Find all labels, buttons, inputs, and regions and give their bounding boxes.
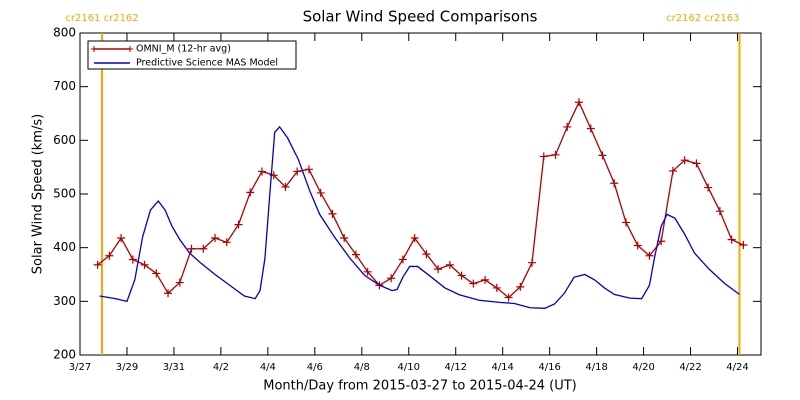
legend-label: OMNI_M (12-hr avg) [136,44,231,55]
data-point [187,244,196,253]
data-point [586,124,595,133]
y-tick-label: 500 [53,187,76,201]
x-tick-label: 4/10 [398,362,420,373]
data-point [234,220,243,229]
data-point [222,238,231,247]
data-point [481,275,490,284]
x-tick-label: 4/24 [726,362,748,373]
series-line [97,100,744,299]
x-tick-label: 4/2 [213,362,229,373]
data-point [128,255,137,264]
data-point [363,267,372,276]
legend-marker [127,46,133,52]
data-point [199,244,208,253]
data-point [528,258,537,267]
chart-title: Solar Wind Speed Comparisons [303,8,538,26]
data-point [739,240,748,249]
data-point [668,166,677,175]
data-point [211,234,220,243]
data-point [645,251,654,260]
y-axis-label: Solar Wind Speed (km/s) [31,114,46,274]
y-tick-label: 800 [53,26,76,40]
data-point [575,98,584,107]
data-point [692,159,701,168]
data-point [445,260,454,269]
data-point [492,283,501,292]
data-point [164,289,173,298]
legend-marker [91,46,97,52]
legend-box [87,40,297,70]
data-point [410,234,419,243]
data-point [551,150,560,159]
data-point [257,167,266,176]
data-point [93,260,102,269]
data-point [293,167,302,176]
data-point [598,151,607,160]
x-tick-label: 3/29 [116,362,138,373]
data-point [281,183,290,192]
x-tick-label: 4/18 [585,362,607,373]
data-point [105,251,114,260]
data-point [715,207,724,216]
data-point [680,156,689,165]
data-point [246,188,255,197]
data-point [398,255,407,264]
annotation: cr2162 cr2163 [666,13,739,24]
y-tick-label: 600 [53,133,76,147]
y-tick-label: 200 [53,348,76,362]
x-tick-label: 4/4 [260,362,276,373]
x-tick-label: 4/8 [354,362,370,373]
x-tick-label: 4/14 [491,362,513,373]
data-point [304,165,313,174]
x-tick-label: 4/12 [444,362,466,373]
series-line [99,125,740,309]
data-point [516,282,525,291]
data-point [621,218,630,227]
data-point [457,271,466,280]
y-tick-label: 400 [53,240,76,254]
legend-label: Predictive Science MAS Model [136,58,278,69]
data-point [140,260,149,269]
data-point [704,183,713,192]
data-point [727,235,736,244]
x-tick-label: 3/27 [69,362,91,373]
data-point [351,250,360,259]
x-tick-label: 4/16 [538,362,560,373]
y-tick-label: 300 [53,294,76,308]
data-point [422,250,431,259]
annotation: cr2161 cr2162 [65,13,138,24]
data-point [633,241,642,250]
data-point [316,188,325,197]
data-point [152,269,161,278]
data-point [610,179,619,188]
data-point [117,234,126,243]
data-point [434,265,443,274]
data-point [340,234,349,243]
data-point [328,209,337,218]
data-point [504,293,513,302]
x-axis-label: Month/Day from 2015-03-27 to 2015-04-24 … [263,379,576,394]
data-point [539,152,548,161]
y-tick-label: 700 [53,79,76,93]
data-point [469,279,478,288]
x-tick-label: 4/6 [307,362,323,373]
data-point [387,274,396,283]
x-tick-label: 3/31 [163,362,185,373]
data-point [175,278,184,287]
x-tick-label: 4/22 [679,362,701,373]
data-point [563,122,572,131]
x-tick-label: 4/20 [632,362,654,373]
